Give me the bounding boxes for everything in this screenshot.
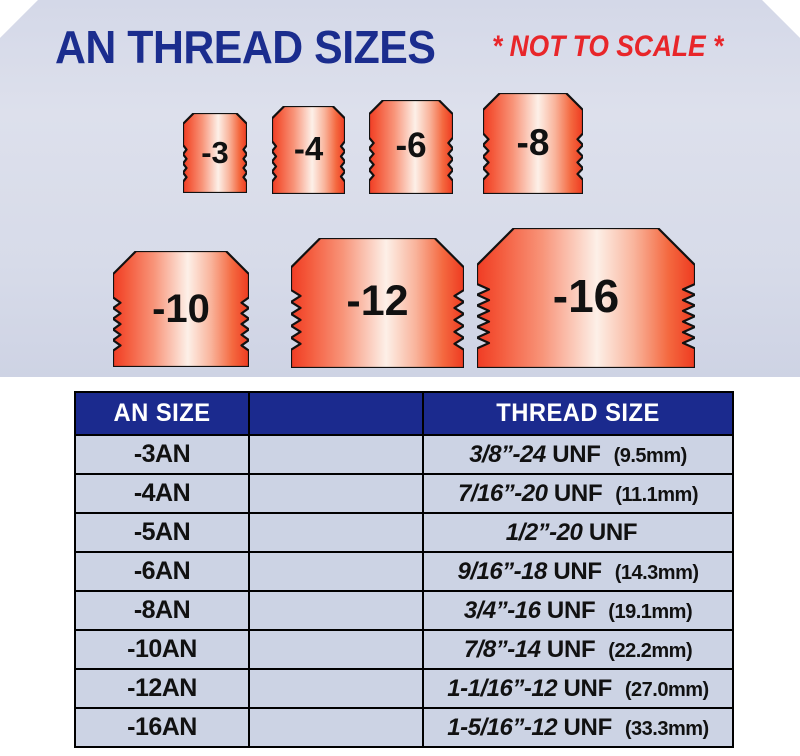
- cell-an-size: -3AN: [74, 434, 250, 475]
- fitting-label: -8: [516, 122, 550, 163]
- thread-metric: (11.1mm): [615, 483, 698, 506]
- fitting-label: -12: [346, 277, 409, 325]
- fitting-label: -4: [293, 130, 324, 167]
- table-row: -8AN 3/4”-16 UNF (19.1mm): [74, 590, 734, 631]
- cell-an-size: -5AN: [74, 512, 250, 553]
- table-row: -10AN 7/8”-14 UNF (22.2mm): [74, 629, 734, 670]
- thread-metric: (27.0mm): [624, 678, 709, 701]
- cell-blank: [248, 473, 424, 514]
- fitting-shape-4: -4: [272, 106, 345, 194]
- cell-thread-size: 7/8”-14 UNF (22.2mm): [422, 629, 734, 670]
- fitting-body: [113, 251, 249, 367]
- thread-metric: (9.5mm): [613, 444, 688, 467]
- cell-an-size: -4AN: [74, 473, 250, 514]
- column-header-thread-size: THREAD SIZE: [422, 391, 734, 436]
- thread-fraction: 7/8”-14: [463, 635, 541, 663]
- cell-blank: [248, 590, 424, 631]
- not-to-scale-note: * NOT TO SCALE *: [492, 30, 724, 63]
- table-row: -16AN 1-5/16”-12 UNF (33.3mm): [74, 707, 734, 748]
- thread-metric: (22.2mm): [608, 639, 693, 662]
- cell-blank: [248, 707, 424, 748]
- thread-unf: UNF: [553, 557, 602, 585]
- cell-an-size: -6AN: [74, 551, 250, 592]
- cell-thread-size: 1/2”-20 UNF: [422, 512, 734, 553]
- cell-blank: [248, 434, 424, 475]
- thread-metric: (19.1mm): [608, 600, 693, 623]
- thread-fraction: 1-5/16”-12: [447, 713, 558, 741]
- fitting-shape-16: -16: [477, 228, 695, 368]
- cell-thread-size: 3/8”-24 UNF (9.5mm): [422, 434, 734, 475]
- cell-thread-size: 7/16”-20 UNF (11.1mm): [422, 473, 734, 514]
- fitting-label: -6: [395, 126, 427, 165]
- fitting-body: [183, 113, 247, 193]
- fitting-label: -16: [552, 270, 620, 322]
- table-header-row: AN SIZE THREAD SIZE: [74, 391, 734, 436]
- page-title: AN THREAD SIZES: [55, 21, 436, 73]
- fitting-body: [291, 238, 464, 368]
- cell-an-size: -10AN: [74, 629, 250, 670]
- thread-fraction: 7/16”-20: [458, 479, 548, 507]
- thread-unf: UNF: [563, 674, 613, 702]
- fitting-body: [272, 106, 345, 194]
- thread-fraction: 3/4”-16: [463, 596, 541, 624]
- column-header-blank: [248, 391, 424, 436]
- cell-an-size: -12AN: [74, 668, 250, 709]
- thread-fraction: 3/8”-24: [469, 440, 546, 468]
- fitting-shape-10: -10: [113, 251, 249, 367]
- fitting-label: -3: [201, 135, 229, 170]
- thread-metric: (14.3mm): [614, 561, 699, 584]
- cell-thread-size: 3/4”-16 UNF (19.1mm): [422, 590, 734, 631]
- table-row: -3AN 3/8”-24 UNF (9.5mm): [74, 434, 734, 475]
- cell-blank: [248, 668, 424, 709]
- thread-size-table: AN SIZE THREAD SIZE -3AN 3/8”-24 UNF (9.5…: [74, 391, 734, 748]
- thread-fraction: 9/16”-18: [457, 557, 547, 585]
- fitting-shape-3: -3: [183, 113, 247, 193]
- fitting-shape-12: -12: [291, 238, 464, 368]
- fitting-shape-8: -8: [483, 93, 583, 194]
- table-row: -6AN 9/16”-18 UNF (14.3mm): [74, 551, 734, 592]
- table-row: -5AN 1/2”-20 UNF: [74, 512, 734, 553]
- cell-thread-size: 9/16”-18 UNF (14.3mm): [422, 551, 734, 592]
- table-body: -3AN 3/8”-24 UNF (9.5mm) -4AN 7/16”-20 UNF …: [74, 434, 734, 748]
- cell-an-size: -16AN: [74, 707, 250, 748]
- cell-blank: [248, 512, 424, 553]
- fitting-label: -10: [152, 287, 210, 331]
- thread-unf: UNF: [553, 479, 603, 507]
- fitting-shape-6: -6: [369, 100, 453, 194]
- thread-metric: (33.3mm): [624, 717, 709, 740]
- table-row: -12AN 1-1/16”-12 UNF (27.0mm): [74, 668, 734, 709]
- thread-unf: UNF: [588, 518, 638, 546]
- cell-thread-size: 1-1/16”-12 UNF (27.0mm): [422, 668, 734, 709]
- thread-unf: UNF: [546, 635, 596, 663]
- thread-fraction: 1-1/16”-12: [447, 674, 558, 702]
- thread-unf: UNF: [546, 596, 596, 624]
- fitting-body: [369, 100, 453, 194]
- thread-unf: UNF: [552, 440, 601, 468]
- cell-blank: [248, 551, 424, 592]
- cell-blank: [248, 629, 424, 670]
- fitting-body: [483, 93, 583, 194]
- table-row: -4AN 7/16”-20 UNF (11.1mm): [74, 473, 734, 514]
- cell-an-size: -8AN: [74, 590, 250, 631]
- thread-unf: UNF: [563, 713, 613, 741]
- fitting-body: [477, 228, 695, 368]
- thread-fraction: 1/2”-20: [505, 518, 583, 546]
- column-header-an-size: AN SIZE: [74, 391, 250, 436]
- cell-thread-size: 1-5/16”-12 UNF (33.3mm): [422, 707, 734, 748]
